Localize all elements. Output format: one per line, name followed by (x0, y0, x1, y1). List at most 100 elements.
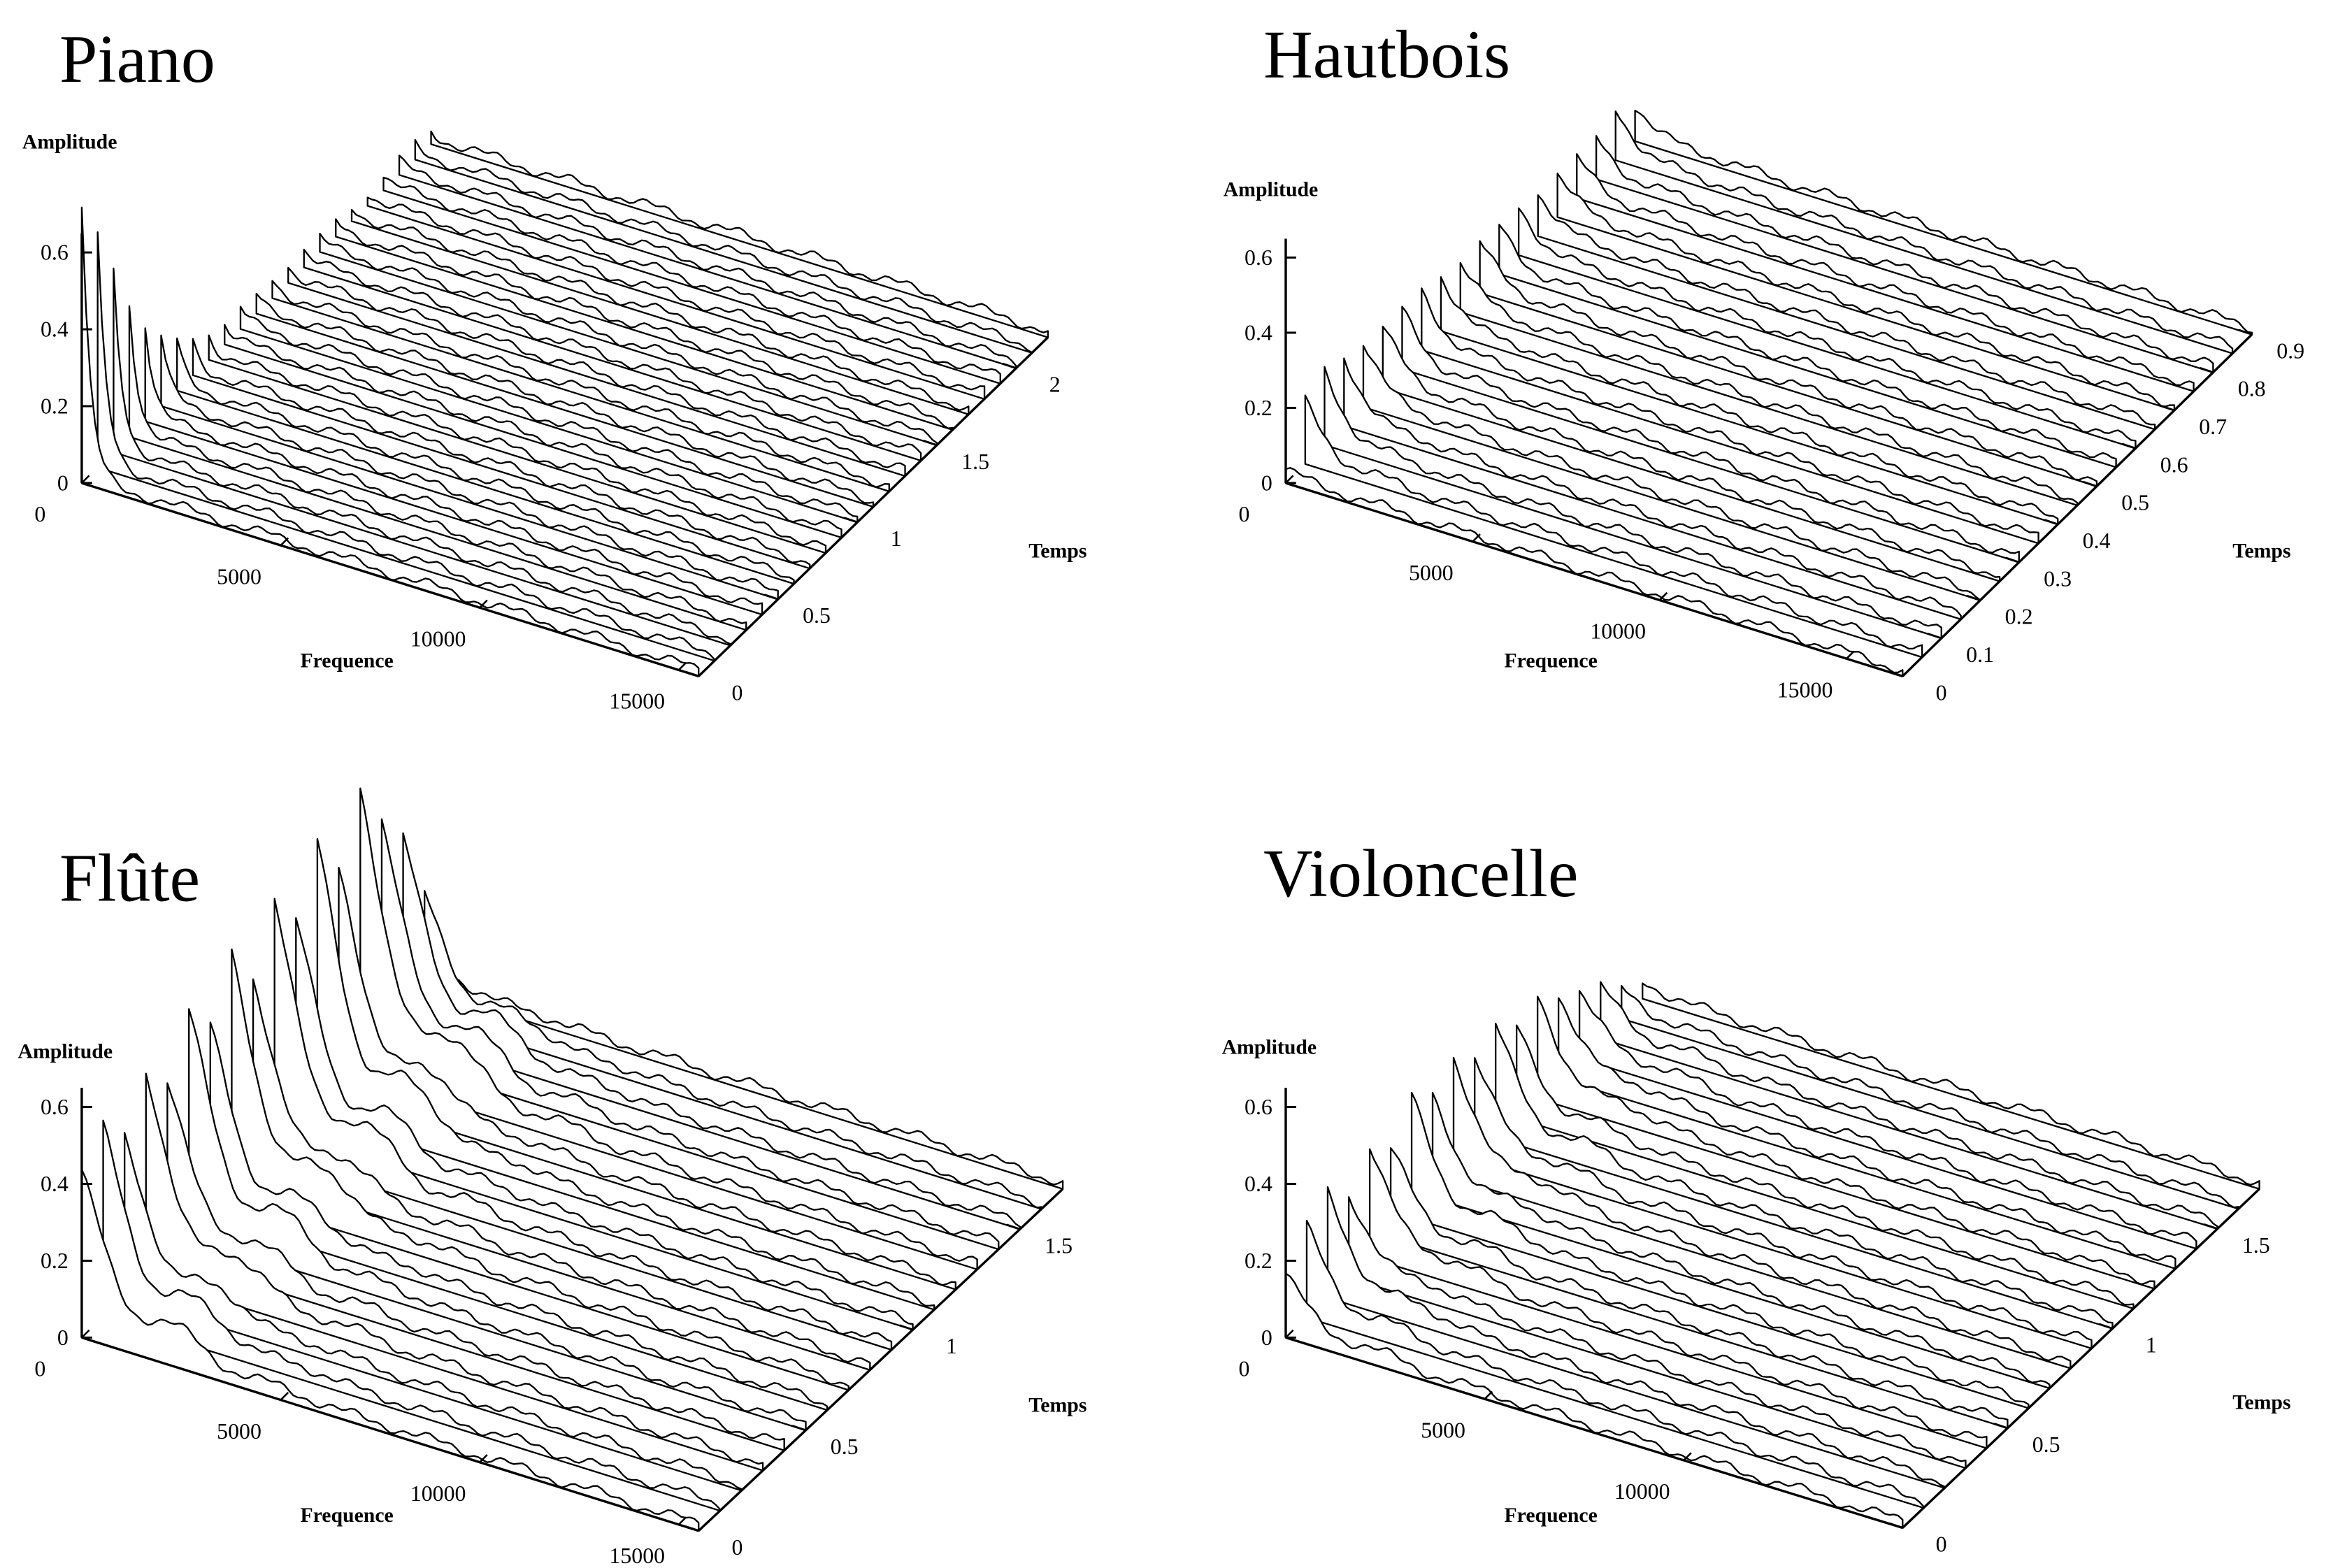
panel: Piano Amplitude Frequence Temps 0 0.2 0.4 0.6 0 5… (22, 22, 1087, 714)
x-tick-label: 5000 (217, 564, 261, 589)
z-tick (1888, 1522, 1903, 1529)
spectrum-line (176, 337, 795, 585)
x-tick-label: 15000 (609, 689, 665, 714)
x-tick-label: 0 (34, 1357, 45, 1381)
x-axis (81, 482, 699, 677)
z-tick (2083, 480, 2097, 488)
spectrum-line (1556, 172, 2176, 412)
spectrum-line (338, 866, 956, 1290)
spectrum-line (414, 138, 1033, 354)
z-tick-label: 0.2 (2005, 605, 2033, 629)
spectrum-line (80, 1168, 700, 1532)
spectrum-line (1421, 287, 2039, 545)
z-tick-label: 0.6 (2160, 452, 2188, 477)
z-tick (1006, 1223, 1021, 1230)
spectrum-line (1459, 261, 2079, 507)
spectrum-line (224, 324, 842, 539)
panel: Violoncelle Amplitude Frequence Temps 0 0.2 0.… (1222, 836, 2291, 1557)
panel: Flûte Amplitude Frequence Temps 0 0.2 0.4 0.6 0 5… (18, 787, 1086, 1568)
x-tick-label: 5000 (1421, 1418, 1465, 1442)
z-tick (1888, 670, 1903, 677)
y-axis-label: Amplitude (22, 131, 117, 154)
z-tick-label: 1.5 (961, 449, 989, 474)
chart-title: Flûte (59, 840, 200, 916)
spectrum-line (128, 305, 747, 631)
spectrum-line (1600, 981, 2218, 1230)
spectrum-line (1284, 1272, 1904, 1529)
z-tick-label: 0 (1936, 680, 1947, 705)
z-tick (1966, 594, 1981, 602)
z-tick-label: 0 (1936, 1532, 1947, 1557)
y-tick-label: 0.6 (41, 240, 69, 265)
z-tick-label: 0.5 (803, 603, 831, 628)
z-axis (1902, 333, 2253, 677)
y-tick-label: 0 (57, 471, 69, 496)
y-tick-label: 0.2 (41, 394, 69, 419)
z-tick (684, 670, 699, 677)
x-tick-label: 0 (1238, 1357, 1249, 1381)
x-tick-label: 5000 (1409, 561, 1454, 585)
spectrum-line (188, 1008, 807, 1432)
y-tick-label: 0.2 (1245, 396, 1272, 420)
y-tick-label: 0.2 (41, 1249, 69, 1273)
z-tick (2098, 1323, 2113, 1330)
y-tick-label: 0 (57, 1325, 69, 1350)
spectrum-line (1326, 1186, 1946, 1489)
x-tick (1658, 591, 1668, 601)
spectrum-line (102, 1119, 722, 1512)
spectrum-line (1440, 276, 2059, 526)
spectrum-line (1515, 1024, 2135, 1310)
z-tick (684, 1525, 699, 1532)
spectrum-line (231, 948, 849, 1391)
spectrum-line (1431, 1091, 2051, 1390)
z-tick-label: 0.5 (831, 1434, 859, 1459)
x-tick (1683, 1452, 1692, 1461)
z-tick (1928, 633, 1942, 640)
spectrum-line (1621, 985, 2239, 1210)
x-axis-label: Frequence (300, 649, 393, 672)
spectrum-line (1452, 1056, 2072, 1369)
z-tick (2199, 366, 2214, 374)
z-tick-label: 0.1 (1966, 642, 1994, 667)
y-tick-label: 0 (1261, 471, 1272, 496)
y-axis-label: Amplitude (1222, 1035, 1317, 1058)
y-tick-label: 0 (1261, 1325, 1272, 1350)
z-axis (698, 336, 1049, 677)
spectrum-line (295, 917, 914, 1331)
z-tick (2005, 556, 2020, 563)
x-tick (1846, 650, 1855, 660)
spectrum-line (252, 978, 871, 1371)
x-tick-label: 5000 (217, 1419, 261, 1444)
y-tick-label: 0.6 (1245, 245, 1272, 270)
spectrum-line (144, 327, 763, 616)
spectrum-line (1642, 982, 2260, 1190)
z-tick-label: 0.9 (2276, 338, 2304, 363)
x-axis-label: Frequence (1505, 649, 1598, 672)
spectrum-line (1284, 467, 1904, 677)
spectrum-line (1304, 394, 1923, 659)
spectrum-line (209, 1021, 829, 1411)
z-axis-label: Temps (2232, 1390, 2290, 1414)
x-tick (479, 1454, 488, 1463)
y-tick-label: 0.6 (1245, 1095, 1272, 1119)
chart-title: Hautbois (1263, 17, 1510, 93)
spectrum-line (1498, 224, 2117, 468)
x-tick-label: 10000 (410, 1481, 466, 1506)
spectrum-line (380, 818, 1000, 1251)
panel: Hautbois Amplitude Frequence Temps 0 0.2 0.4 0.… (1224, 17, 2304, 705)
z-axis (698, 1188, 1064, 1532)
spectrum-line (1347, 1196, 1967, 1469)
x-tick (81, 475, 90, 484)
spectrum-line (1389, 1147, 2009, 1430)
z-axis-label: Temps (1028, 539, 1086, 562)
x-tick (1285, 1329, 1294, 1339)
x-tick (677, 1516, 687, 1525)
spectrum-line (192, 338, 811, 570)
x-tick (1484, 1390, 1493, 1400)
x-tick (479, 599, 488, 609)
z-tick (764, 594, 779, 600)
spectrum-line (1495, 1023, 2114, 1330)
z-tick (843, 517, 858, 524)
